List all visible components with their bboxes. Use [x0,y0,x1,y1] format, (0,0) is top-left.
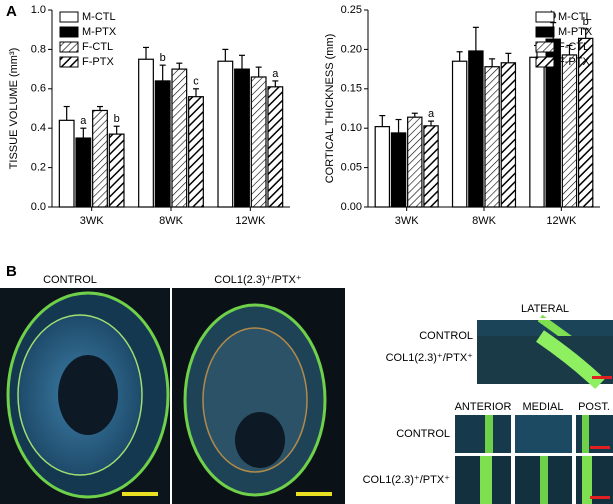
panel-b-images [0,288,613,504]
bar [92,109,108,208]
row-label: COL1(2.3)⁺/PTX⁺ [363,474,451,486]
y-tick-label: 0.15 [341,83,362,95]
legend-label: M-CTL [82,11,116,23]
x-tick-label: 3WK [395,215,420,227]
x-tick-label: 8WK [159,215,184,227]
panel-label: A [6,3,17,20]
legend-swatch [59,11,79,23]
bar [390,132,407,208]
y-tick-label: 0.25 [341,4,362,16]
bar [468,50,484,208]
bar [108,133,125,208]
x-tick-label: 8WK [472,215,497,227]
legend-swatch [59,26,79,38]
bar [267,86,284,208]
bar [58,119,75,208]
image-label: ANTERIOR [455,401,512,413]
bar [407,116,423,208]
legend-swatch [535,56,555,68]
y-axis-label: CORTICAL THICKNESS (mm) [324,34,336,184]
legend-label: M-CTL [558,11,592,23]
x-tick-label: 12WK [546,215,577,227]
significance-label: a [428,108,435,120]
y-axis-label: TISSUE VOLUME (mm³) [8,48,20,170]
y-tick-label: 0.20 [341,43,362,55]
y-tick-label: 0.4 [31,122,46,134]
image-label: CONTROL [43,274,97,286]
bar [374,126,391,208]
legend-swatch [535,26,555,38]
y-tick-label: 0.00 [341,201,362,213]
legend-label: F-CTL [82,41,113,53]
y-tick-label: 0.05 [341,162,362,174]
bar [250,76,267,208]
bar [75,137,92,208]
significance-label: b [583,16,589,28]
significance-label: a [80,115,87,127]
x-tick-label: 12WK [235,215,266,227]
bar [188,96,204,208]
bar [154,80,171,208]
bar [484,66,500,208]
bar [217,60,234,208]
row-label: CONTROL [396,428,450,440]
bar [138,58,154,208]
legend-swatch [535,11,555,23]
image-label: LATERAL [521,303,569,315]
significance-label: a [272,68,279,80]
bar [451,60,468,208]
y-tick-label: 0.2 [31,162,46,174]
legend-label: M-PTX [82,26,117,38]
legend-label: F-CTL [558,41,589,53]
row-label: COL1(2.3)⁺/PTX⁺ [386,352,474,364]
image-label: POST. [578,401,610,413]
bar [500,62,517,208]
significance-label: b [160,52,166,64]
bar [561,54,578,208]
y-tick-label: 0.10 [341,122,362,134]
legend-swatch [59,56,79,68]
image-label: MEDIAL [523,401,564,413]
significance-label: b [114,113,120,125]
legend-swatch [535,41,555,53]
bar [234,68,250,208]
legend-swatch [59,41,79,53]
row-label: CONTROL [419,330,473,342]
image-label: COL1(2.3)⁺/PTX⁺ [214,274,302,286]
y-tick-label: 1.0 [31,4,46,16]
y-tick-label: 0.8 [31,43,46,55]
bar [171,68,188,208]
panel-label: B [6,263,17,280]
bar [423,125,439,208]
x-tick-label: 3WK [80,215,105,227]
y-tick-label: 0.0 [31,201,46,213]
bar [529,56,545,208]
legend-label: F-PTX [82,56,114,68]
legend-label: M-PTX [558,26,593,38]
y-tick-label: 0.6 [31,83,46,95]
legend-label: F-PTX [558,56,590,68]
significance-label: c [193,76,199,88]
